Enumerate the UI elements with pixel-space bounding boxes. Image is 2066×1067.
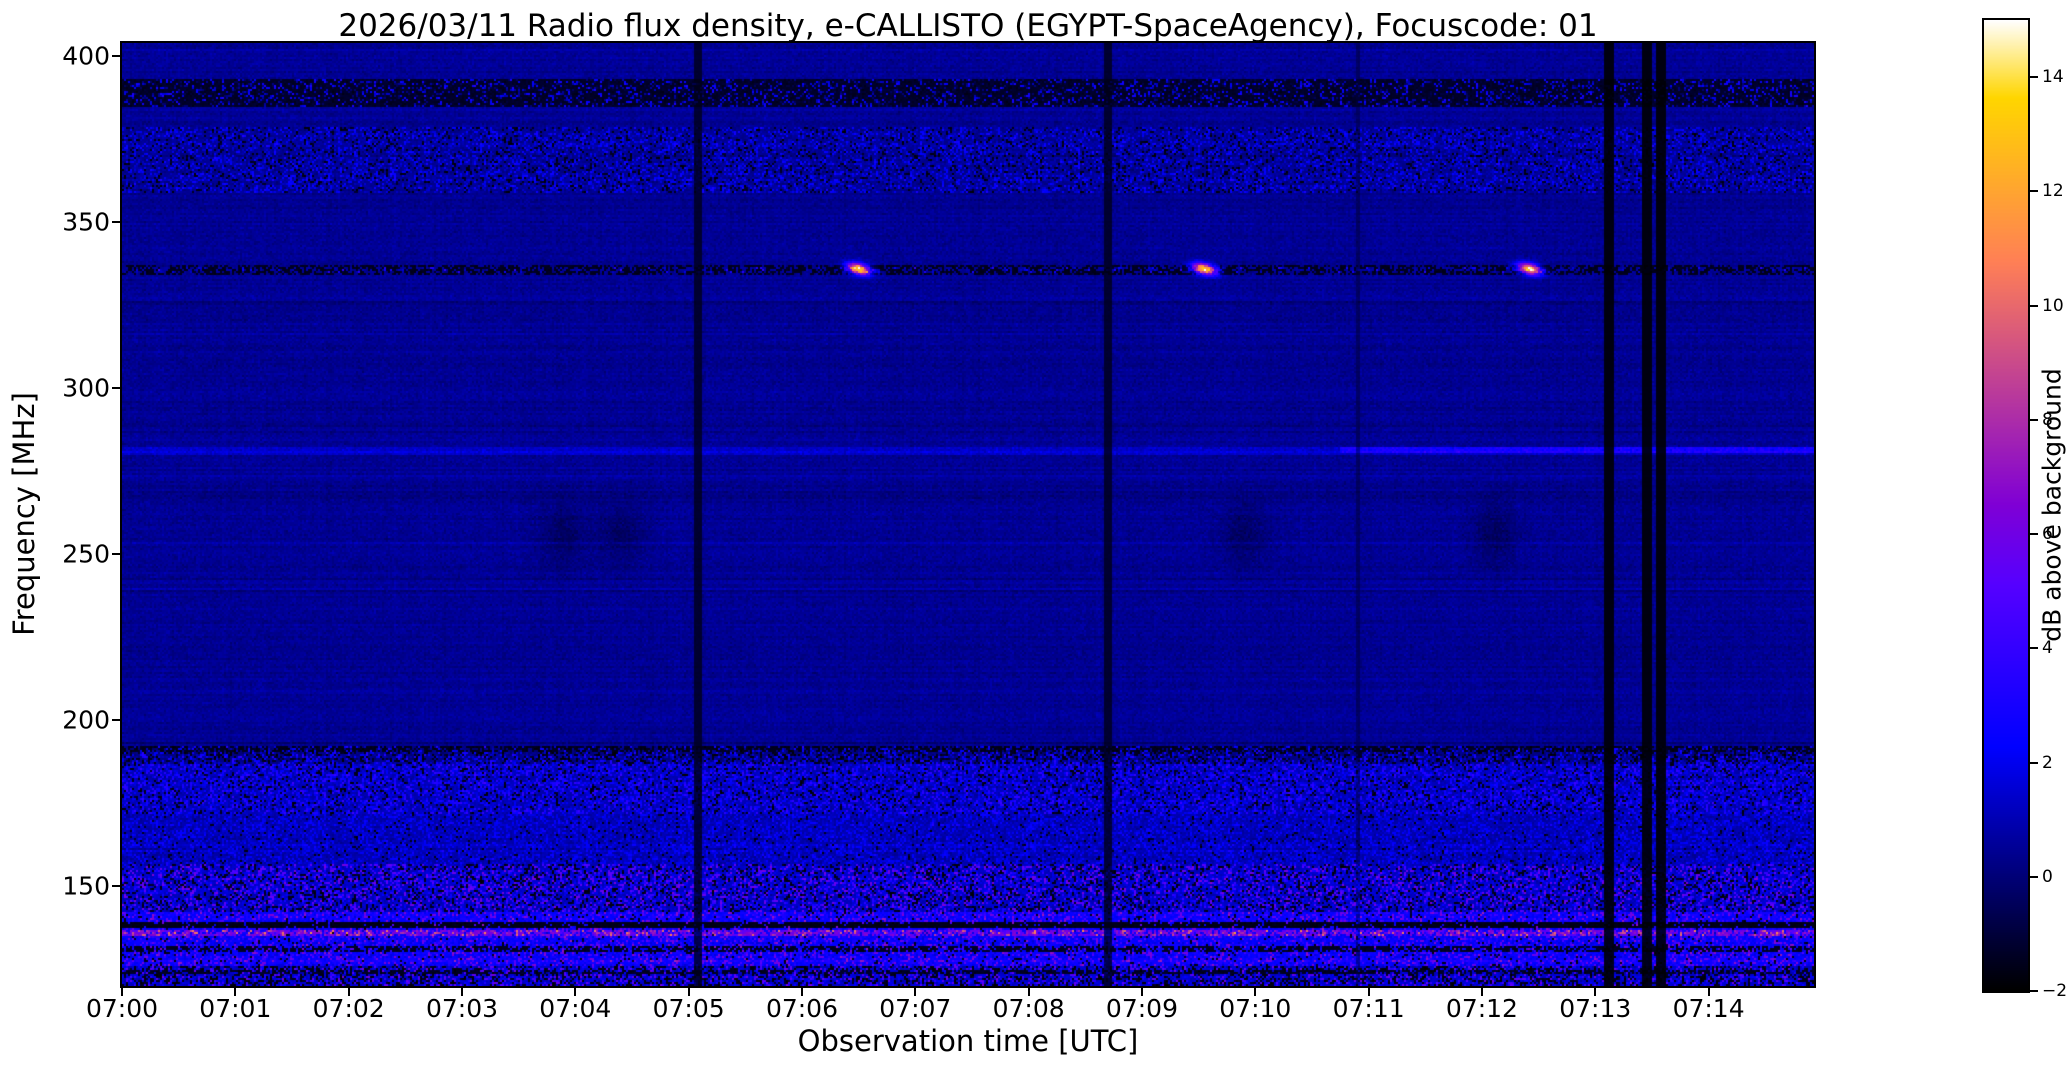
y-tick-mark (112, 719, 120, 722)
x-tick-mark (574, 988, 577, 996)
colorbar-tick-label: 10 (2042, 295, 2064, 316)
x-tick-mark (347, 988, 350, 996)
x-tick-label: 07:03 (425, 994, 499, 1023)
y-tick-mark (112, 387, 120, 390)
x-tick-label: 07:06 (765, 994, 838, 1023)
colorbar-tick-mark (2030, 875, 2038, 878)
x-tick-label: 07:00 (85, 994, 159, 1023)
y-tick-label: 200 (62, 705, 110, 735)
x-tick-mark (800, 988, 803, 996)
colorbar-tick-label: 8 (2042, 409, 2053, 430)
y-tick-mark (112, 221, 120, 224)
x-tick-label: 07:10 (1219, 994, 1292, 1023)
x-tick-label: 07:13 (1559, 994, 1632, 1023)
x-tick-label: 07:08 (992, 994, 1065, 1023)
spectrogram-heatmap (122, 43, 1814, 986)
x-tick-label: 07:12 (1445, 994, 1518, 1023)
x-tick-mark (1480, 988, 1483, 996)
x-tick-label: 07:11 (1332, 994, 1405, 1023)
x-tick-mark (1254, 988, 1257, 996)
x-tick-label: 07:02 (312, 994, 385, 1023)
colorbar-label: dB above background (2037, 368, 2066, 642)
x-tick-label: 07:14 (1672, 994, 1745, 1023)
colorbar-tick-label: 12 (2042, 181, 2064, 202)
x-tick-label: 07:05 (652, 994, 725, 1023)
x-tick-label: 07:01 (199, 994, 272, 1023)
x-tick-mark (1707, 988, 1710, 996)
colorbar-tick-label: 6 (2042, 524, 2053, 545)
x-tick-mark (460, 988, 463, 996)
colorbar-tick-mark (2030, 418, 2038, 421)
x-tick-mark (914, 988, 917, 996)
colorbar-tick-mark (2030, 304, 2038, 307)
x-axis-label: Observation time [UTC] (797, 1024, 1139, 1058)
y-tick-mark (112, 55, 120, 58)
colorbar-gradient (1984, 20, 2028, 991)
x-tick-mark (234, 988, 237, 996)
x-tick-mark (1140, 988, 1143, 996)
chart-title: 2026/03/11 Radio flux density, e-CALLIST… (338, 8, 1598, 44)
y-axis-label: Frequency [MHz] (7, 392, 41, 636)
y-tick-label: 400 (62, 41, 110, 71)
x-tick-label: 07:07 (879, 994, 952, 1023)
x-tick-mark (121, 988, 123, 996)
y-tick-label: 150 (62, 871, 110, 901)
colorbar-tick-mark (2030, 76, 2038, 79)
y-tick-mark (112, 553, 120, 556)
x-tick-mark (1594, 988, 1597, 996)
colorbar-tick-label: 14 (2042, 67, 2064, 88)
y-tick-label: 350 (62, 207, 110, 237)
colorbar-tick-label: 4 (2042, 638, 2053, 659)
colorbar-tick-mark (2030, 190, 2038, 193)
x-tick-mark (1367, 988, 1370, 996)
x-tick-label: 07:09 (1105, 994, 1178, 1023)
colorbar-tick-mark (2030, 647, 2038, 650)
x-tick-label: 07:04 (539, 994, 612, 1023)
colorbar-tick-mark (2030, 533, 2038, 536)
x-tick-mark (1027, 988, 1030, 996)
colorbar-tick-mark (2030, 990, 2038, 992)
colorbar-tick-mark (2030, 761, 2038, 764)
y-tick-label: 300 (62, 373, 110, 403)
colorbar-tick-label: −2 (2042, 981, 2066, 1001)
y-tick-label: 250 (62, 539, 110, 569)
x-tick-mark (687, 988, 690, 996)
colorbar-tick-label: 2 (2042, 752, 2053, 773)
colorbar-tick-label: 0 (2042, 866, 2053, 887)
y-tick-mark (112, 885, 120, 888)
